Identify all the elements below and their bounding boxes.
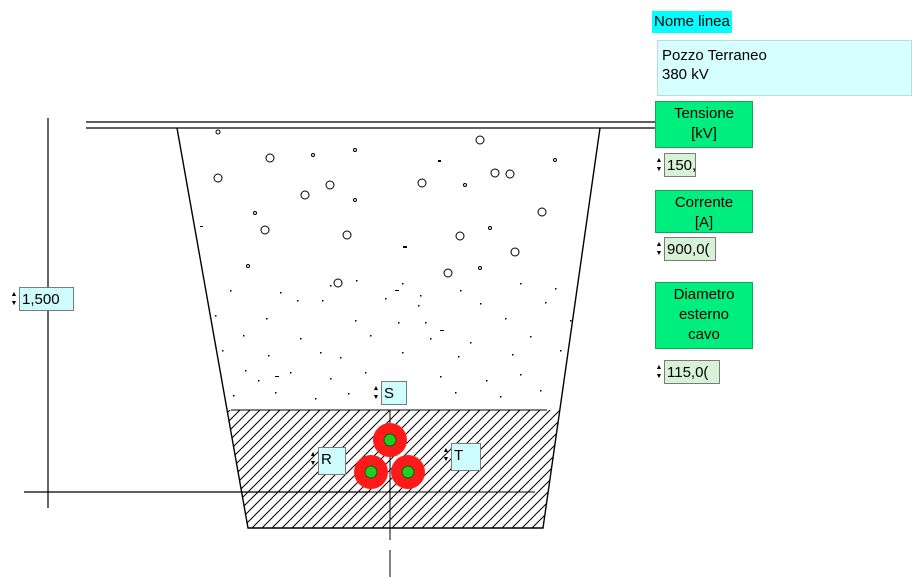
voltage-button[interactable]: Tensione [kV] — [655, 101, 753, 148]
spin-up-icon[interactable]: ▲ — [442, 447, 450, 454]
phase-s-spinner[interactable]: ▲ ▼ S — [372, 381, 407, 405]
voltage-spinner[interactable]: ▲ ▼ 150, — [655, 153, 696, 177]
line-name-label: Nome linea — [652, 11, 732, 33]
phase-t-input[interactable]: T — [451, 443, 481, 471]
phase-s-input[interactable]: S — [381, 381, 407, 405]
spin-up-icon[interactable]: ▲ — [309, 451, 317, 458]
spin-down-icon[interactable]: ▼ — [372, 394, 380, 401]
diameter-button[interactable]: Diametro esterno cavo — [655, 282, 753, 349]
cable-r[interactable] — [354, 455, 388, 489]
depth-spinner[interactable]: ▲ ▼ 1,500 — [10, 287, 74, 311]
spin-down-icon[interactable]: ▼ — [655, 166, 663, 173]
depth-input[interactable]: 1,500 — [19, 287, 74, 311]
phase-r-input[interactable]: R — [318, 447, 346, 475]
spin-up-icon[interactable]: ▲ — [655, 241, 663, 248]
trench-outline — [176, 127, 601, 529]
voltage-input[interactable]: 150, — [664, 153, 696, 177]
current-spinner-arrows[interactable]: ▲ ▼ — [655, 237, 663, 261]
depth-spinner-arrows[interactable]: ▲ ▼ — [10, 287, 18, 311]
spin-up-icon[interactable]: ▲ — [655, 157, 663, 164]
diameter-input[interactable]: 115,0( — [664, 360, 720, 384]
spin-down-icon[interactable]: ▼ — [10, 300, 18, 307]
spin-down-icon[interactable]: ▼ — [309, 460, 317, 467]
spin-up-icon[interactable]: ▲ — [372, 385, 380, 392]
cable-s[interactable] — [373, 423, 407, 457]
cable-t[interactable] — [391, 455, 425, 489]
phase-r-spinner[interactable]: ▲ ▼ R — [309, 447, 346, 475]
gravel-dashes — [200, 160, 441, 248]
spin-up-icon[interactable]: ▲ — [10, 291, 18, 298]
current-spinner[interactable]: ▲ ▼ 900,0( — [655, 237, 716, 261]
phase-t-spinner[interactable]: ▲ ▼ T — [442, 443, 481, 471]
sand-dots[interactable] — [215, 280, 572, 400]
line-name-field[interactable]: Pozzo Terraneo 380 kV — [657, 40, 912, 96]
current-button[interactable]: Corrente [A] — [655, 190, 753, 233]
phase-r-arrows[interactable]: ▲ ▼ — [309, 447, 317, 471]
diameter-spinner-arrows[interactable]: ▲ ▼ — [655, 360, 663, 384]
current-input[interactable]: 900,0( — [664, 237, 716, 261]
spin-down-icon[interactable]: ▼ — [442, 456, 450, 463]
spin-down-icon[interactable]: ▼ — [655, 373, 663, 380]
phase-s-arrows[interactable]: ▲ ▼ — [372, 381, 380, 405]
spin-up-icon[interactable]: ▲ — [655, 364, 663, 371]
diameter-spinner[interactable]: ▲ ▼ 115,0( — [655, 360, 720, 384]
gravel-particles — [213, 129, 557, 288]
spin-down-icon[interactable]: ▼ — [655, 250, 663, 257]
phase-t-arrows[interactable]: ▲ ▼ — [442, 443, 450, 467]
voltage-spinner-arrows[interactable]: ▲ ▼ — [655, 153, 663, 177]
